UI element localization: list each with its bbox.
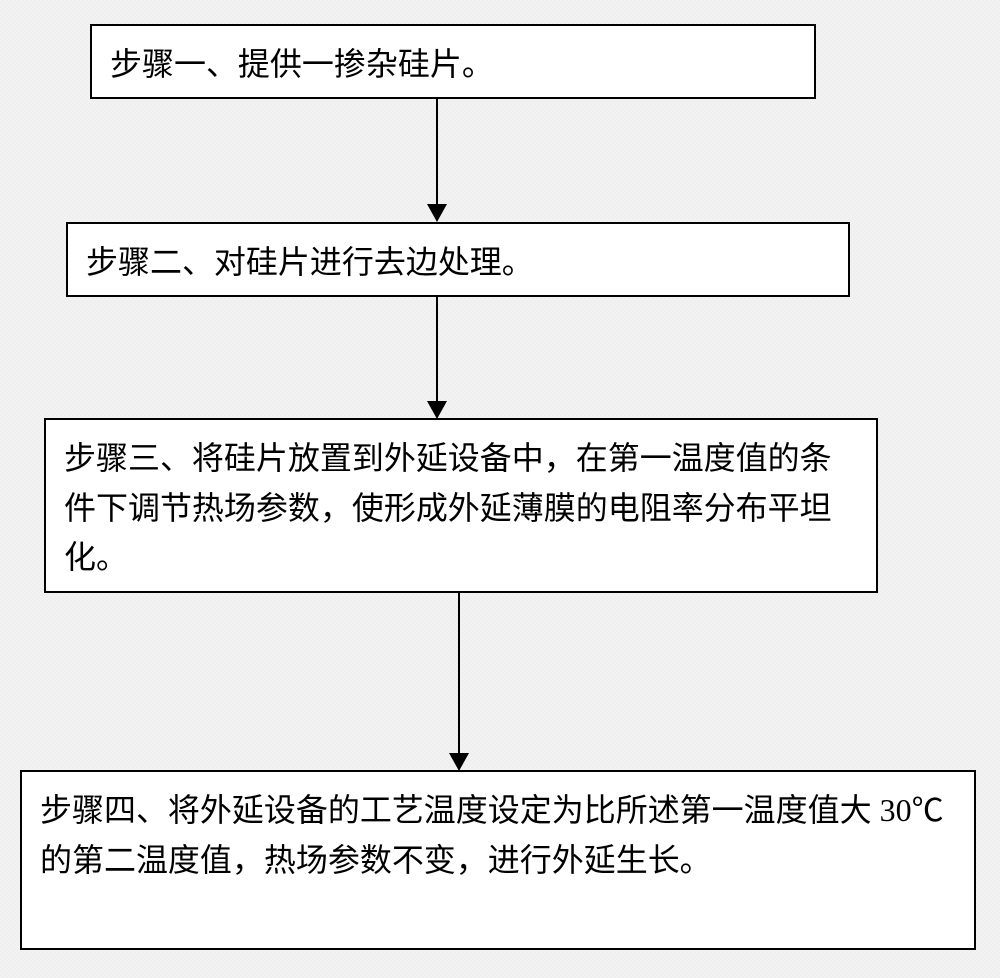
flow-node-step4: 步骤四、将外延设备的工艺温度设定为比所述第一温度值大 30℃的第二温度值，热场参… xyxy=(20,770,976,950)
step2-text: 步骤二、对硅片进行去边处理。 xyxy=(86,244,534,280)
step3-text: 步骤三、将硅片放置到外延设备中，在第一温度值的条件下调节热场参数，使形成外延薄膜… xyxy=(64,440,832,575)
flow-node-step1: 步骤一、提供一掺杂硅片。 xyxy=(90,24,816,99)
arrow-step2-step3 xyxy=(436,297,438,417)
arrow-step1-step2 xyxy=(436,99,438,220)
step4-text: 步骤四、将外延设备的工艺温度设定为比所述第一温度值大 30℃的第二温度值，热场参… xyxy=(40,792,944,878)
flow-node-step2: 步骤二、对硅片进行去边处理。 xyxy=(66,222,850,297)
flow-node-step3: 步骤三、将硅片放置到外延设备中，在第一温度值的条件下调节热场参数，使形成外延薄膜… xyxy=(44,418,878,593)
arrow-step3-step4 xyxy=(458,593,460,769)
step1-text: 步骤一、提供一掺杂硅片。 xyxy=(110,46,494,82)
